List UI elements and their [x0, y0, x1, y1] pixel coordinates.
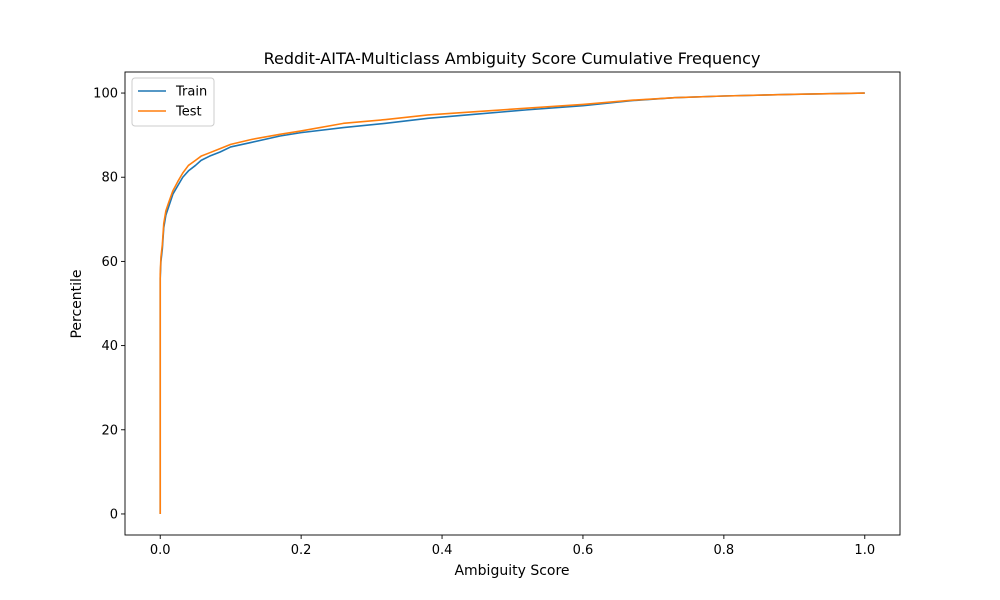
y-tick-label: 100: [93, 87, 118, 102]
x-tick-label: 0.0: [150, 543, 171, 558]
legend-label-test: Test: [175, 105, 202, 120]
x-tick-label: 1.0: [854, 543, 875, 558]
legend-box: [131, 77, 215, 127]
axes-frame: [124, 71, 901, 536]
y-axis-ticks: 0 20 40 60 80 100: [93, 87, 125, 522]
plot-area: [124, 71, 901, 536]
y-tick-label: 40: [101, 339, 118, 354]
y-tick-label: 80: [101, 171, 118, 186]
y-tick-label: 0: [110, 507, 118, 522]
y-tick-label: 60: [101, 255, 118, 270]
y-axis-title: Percentile: [69, 269, 85, 338]
series-line-test: [159, 92, 865, 514]
y-tick-label: 20: [101, 423, 118, 438]
legend-label-train: Train: [175, 85, 207, 100]
x-tick-label: 0.2: [291, 543, 312, 558]
x-tick-label: 0.4: [432, 543, 453, 558]
x-tick-label: 0.8: [714, 543, 735, 558]
legend: Train Test: [131, 77, 215, 127]
x-axis-ticks: 0.0 0.2 0.4 0.6 0.8 1.0: [150, 535, 875, 558]
x-axis-title: Ambiguity Score: [454, 563, 569, 579]
x-tick-label: 0.6: [573, 543, 594, 558]
chart-title: Reddit-AITA-Multiclass Ambiguity Score C…: [264, 49, 761, 68]
